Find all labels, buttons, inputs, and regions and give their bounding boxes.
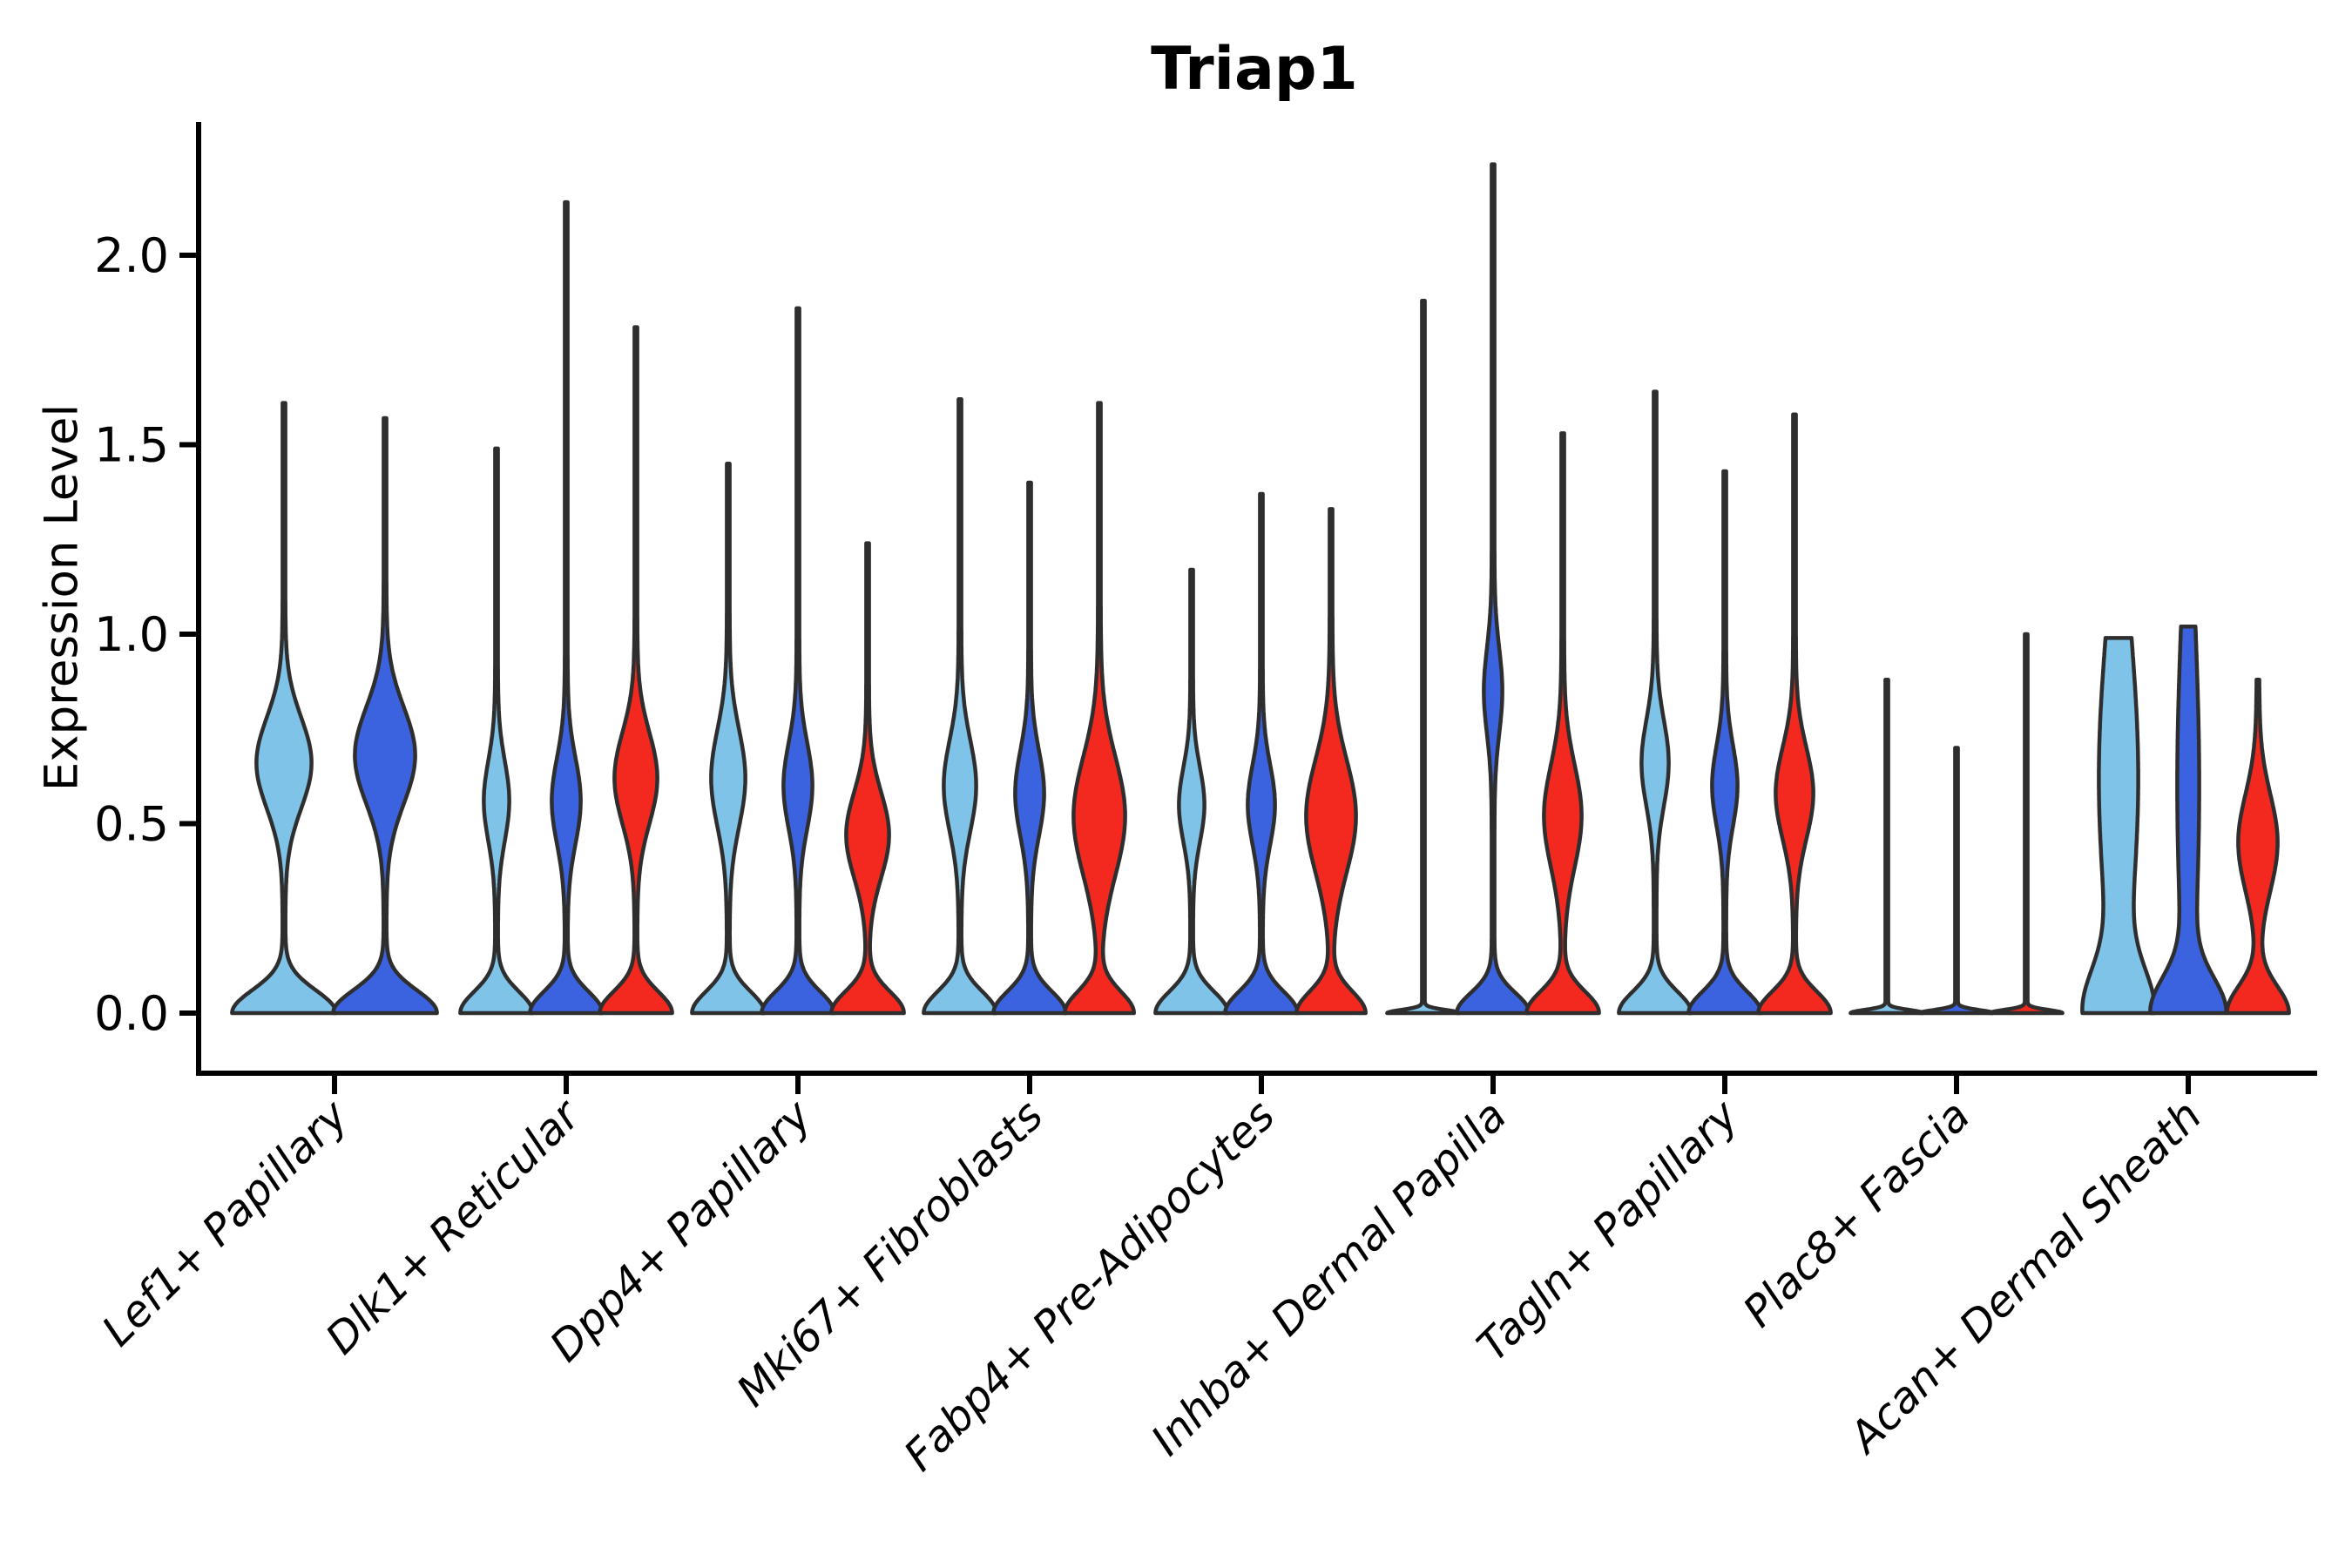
- x-axis-label-tagln-papillary: Tagln+ Papillary: [1468, 1090, 1748, 1370]
- violin-acan-dermal-sheath-light-blue: [2080, 636, 2157, 1016]
- violin-dpp4-papillary-red: [829, 541, 906, 1016]
- violin-lef1-papillary-light-blue: [230, 401, 338, 1016]
- violin-dpp4-papillary-light-blue: [690, 462, 767, 1016]
- violin-fabp4-pre-adipocytes-red: [1294, 507, 1368, 1016]
- violin-dlk1-reticular-dark-blue: [528, 199, 605, 1016]
- violin-plac8-fascia-dark-blue: [1918, 746, 1995, 1016]
- violin-mki67-fibroblasts-light-blue: [922, 397, 998, 1016]
- x-axis-label-plac8-fascia: Plac8+ Fascia: [1734, 1091, 1979, 1336]
- violin-lef1-papillary-dark-blue: [331, 416, 439, 1016]
- violin-mki67-fibroblasts-dark-blue: [991, 480, 1068, 1016]
- y-tick-label: 0.5: [94, 797, 169, 852]
- y-tick-label: 0.0: [94, 986, 169, 1041]
- x-axis-label-dlk1-reticular: Dlk1+ Reticular: [316, 1089, 591, 1363]
- violin-fabp4-pre-adipocytes-light-blue: [1153, 567, 1230, 1016]
- y-tick-label: 1.0: [94, 607, 169, 662]
- violin-plac8-fascia-light-blue: [1848, 677, 1925, 1016]
- y-tick-label: 2.0: [94, 228, 169, 283]
- violin-acan-dermal-sheath-dark-blue: [2148, 625, 2228, 1016]
- violin-dlk1-reticular-red: [598, 325, 674, 1016]
- violin-acan-dermal-sheath-red: [2225, 677, 2291, 1016]
- violin-inhba-dermal-papilla-light-blue: [1385, 298, 1462, 1016]
- violin-tagln-papillary-light-blue: [1617, 389, 1693, 1016]
- violin-plac8-fascia-red: [1988, 632, 2065, 1016]
- violin-dpp4-papillary-dark-blue: [760, 306, 836, 1016]
- violin-inhba-dermal-papilla-red: [1524, 431, 1601, 1016]
- violin-dlk1-reticular-light-blue: [458, 446, 535, 1016]
- violin-mki67-fibroblasts-red: [1063, 401, 1136, 1016]
- violin-inhba-dermal-papilla-dark-blue: [1455, 162, 1531, 1016]
- x-axis-label-lef1-papillary: Lef1+ Papillary: [92, 1090, 358, 1355]
- violin-tagln-papillary-red: [1756, 412, 1833, 1016]
- chart-title: Triap1: [1151, 35, 1358, 104]
- x-axis-label-fabp4-pre-adipocytes: Fabp4+ Pre-Adipocytes: [895, 1091, 1285, 1481]
- violin-fabp4-pre-adipocytes-dark-blue: [1223, 491, 1300, 1016]
- violin-tagln-papillary-dark-blue: [1686, 469, 1763, 1016]
- y-tick-label: 1.5: [94, 418, 169, 473]
